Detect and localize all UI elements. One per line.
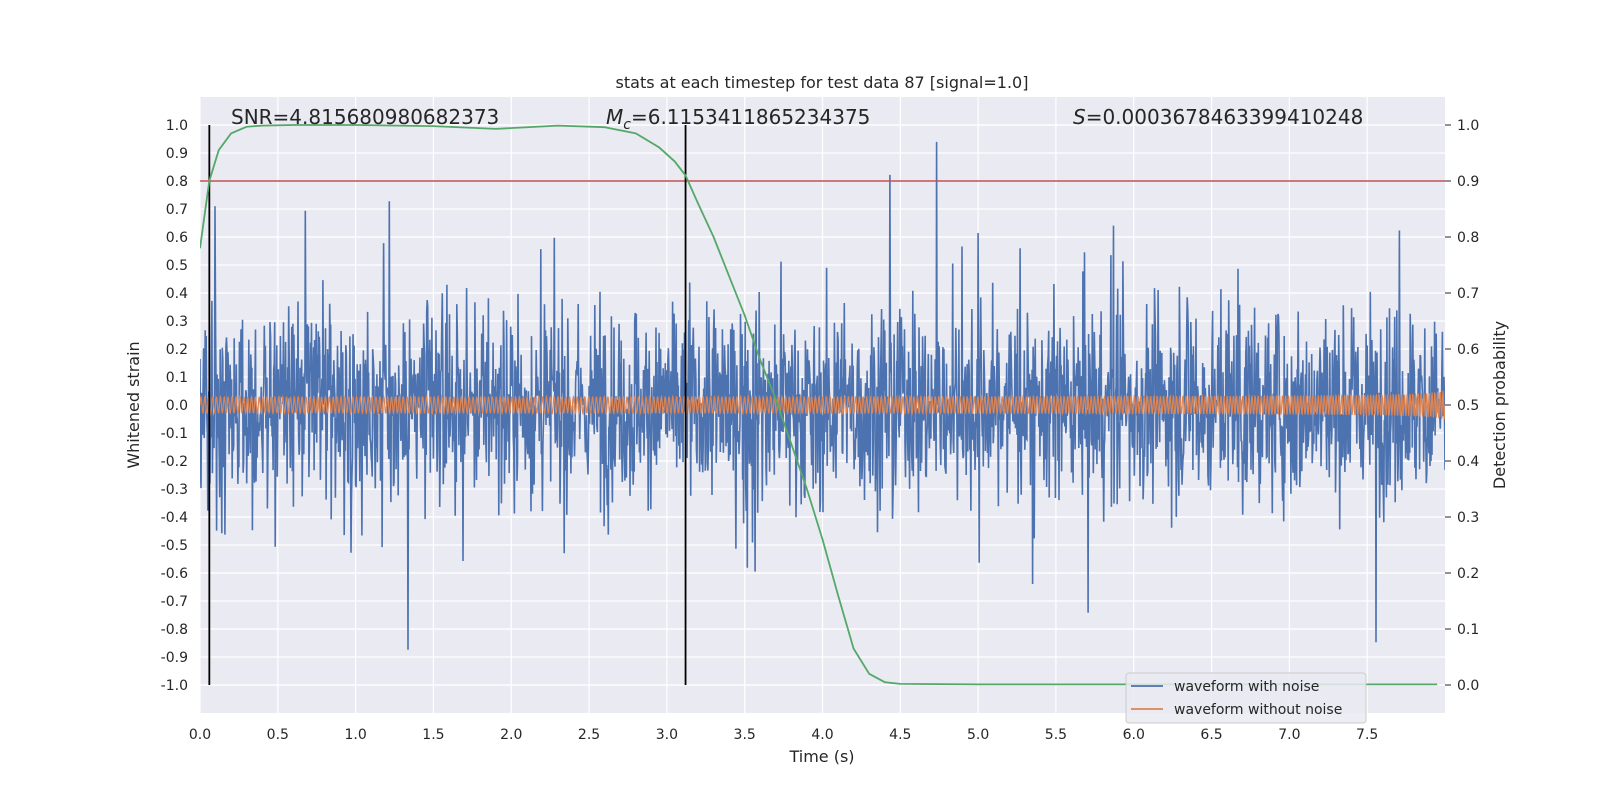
x-tick-label: 5.5 <box>1045 727 1067 743</box>
x-tick-label: 0.5 <box>267 727 289 743</box>
clean-line <box>200 390 1445 420</box>
y-tick-label-left: 0.5 <box>166 258 188 274</box>
y-tick-label-right: 0.6 <box>1457 342 1479 358</box>
x-tick-label: 6.5 <box>1200 727 1222 743</box>
y-tick-label-right: 0.3 <box>1457 510 1479 526</box>
y-tick-label-left: -0.5 <box>161 538 188 554</box>
x-tick-label: 6.0 <box>1123 727 1145 743</box>
legend-label-clean: waveform without noise <box>1174 702 1342 718</box>
axis-ticks: 0.0 0.5 1.0 1.5 2.0 2.5 3.0 3.5 4.0 4.5 5.0 5.5 6.0 6… <box>161 118 1480 743</box>
x-tick-label: 4.0 <box>811 727 833 743</box>
y-tick-label-right: 0.7 <box>1457 286 1479 302</box>
x-tick-label: 7.0 <box>1278 727 1300 743</box>
series-waveform-without-noise <box>200 390 1445 420</box>
s-annotation: S=0.0003678463399410248 <box>1073 105 1363 129</box>
y-tick-label-left: -0.4 <box>161 510 188 526</box>
chirp-mass-value: =6.1153411865234375 <box>631 105 870 129</box>
y-tick-label-left: -0.3 <box>161 482 188 498</box>
y-tick-label-left: 0.3 <box>166 314 188 330</box>
x-tick-label: 0.0 <box>189 727 211 743</box>
x-tick-label: 1.0 <box>344 727 366 743</box>
y-tick-label-right: 0.9 <box>1457 174 1479 190</box>
s-symbol: S <box>1073 105 1086 129</box>
y-tick-label-right: 0.1 <box>1457 622 1479 638</box>
snr-annotation: SNR=4.815680980682373 <box>231 105 499 129</box>
chart-title: stats at each timestep for test data 87 … <box>616 73 1029 92</box>
overlay-lines <box>200 125 1445 685</box>
y-tick-label-right: 0.8 <box>1457 230 1479 246</box>
noise-line <box>200 141 1445 650</box>
x-tick-label: 3.0 <box>656 727 678 743</box>
x-axis-label: Time (s) <box>788 747 854 766</box>
y-tick-label-left: -0.1 <box>161 426 188 442</box>
series-detection-probability <box>200 124 1438 686</box>
chirp-mass-annotation: Mc=6.1153411865234375 <box>606 105 870 133</box>
x-tick-label: 3.5 <box>734 727 756 743</box>
y-tick-label-left: 0.6 <box>166 230 188 246</box>
x-tick-label: 7.5 <box>1356 727 1378 743</box>
y-tick-label-left: 0.9 <box>166 146 188 162</box>
y-tick-label-left: 1.0 <box>166 118 188 134</box>
probability-line <box>200 124 1438 686</box>
x-tick-label: 4.5 <box>889 727 911 743</box>
x-tick-label: 1.5 <box>422 727 444 743</box>
y-axis-label-left: Whitened strain <box>124 341 143 468</box>
legend-label-noise: waveform with noise <box>1174 679 1319 695</box>
y-tick-label-left: 0.0 <box>166 398 188 414</box>
y-tick-label-left: -0.6 <box>161 566 188 582</box>
chirp-mass-subscript: c <box>623 117 631 133</box>
y-tick-label-right: 0.0 <box>1457 678 1479 694</box>
legend: waveform with noise waveform without noi… <box>1125 672 1367 724</box>
y-tick-label-left: 0.2 <box>166 342 188 358</box>
y-tick-label-left: -0.9 <box>161 650 188 666</box>
y-tick-label-left: 0.4 <box>166 286 188 302</box>
y-tick-label-left: 0.7 <box>166 202 188 218</box>
y-tick-label-right: 0.5 <box>1457 398 1479 414</box>
y-tick-label-right: 1.0 <box>1457 118 1479 134</box>
y-tick-label-left: -1.0 <box>161 678 188 694</box>
y-tick-label-left: 0.8 <box>166 174 188 190</box>
series-waveform-with-noise <box>200 141 1445 650</box>
y-tick-label-right: 0.2 <box>1457 566 1479 582</box>
x-tick-label: 5.0 <box>967 727 989 743</box>
y-tick-label-left: -0.7 <box>161 594 188 610</box>
annotations: SNR=4.815680980682373 Mc=6.1153411865234… <box>231 105 1363 133</box>
y-tick-label-left: -0.2 <box>161 454 188 470</box>
y-tick-label-left: -0.8 <box>161 622 188 638</box>
y-tick-label-right: 0.4 <box>1457 454 1479 470</box>
y-axis-label-right: Detection probability <box>1490 321 1509 489</box>
chirp-mass-symbol: M <box>606 105 623 129</box>
s-value: =0.0003678463399410248 <box>1086 105 1364 129</box>
x-tick-label: 2.0 <box>500 727 522 743</box>
y-tick-label-left: 0.1 <box>166 370 188 386</box>
x-tick-label: 2.5 <box>578 727 600 743</box>
legend-box <box>1125 672 1367 724</box>
